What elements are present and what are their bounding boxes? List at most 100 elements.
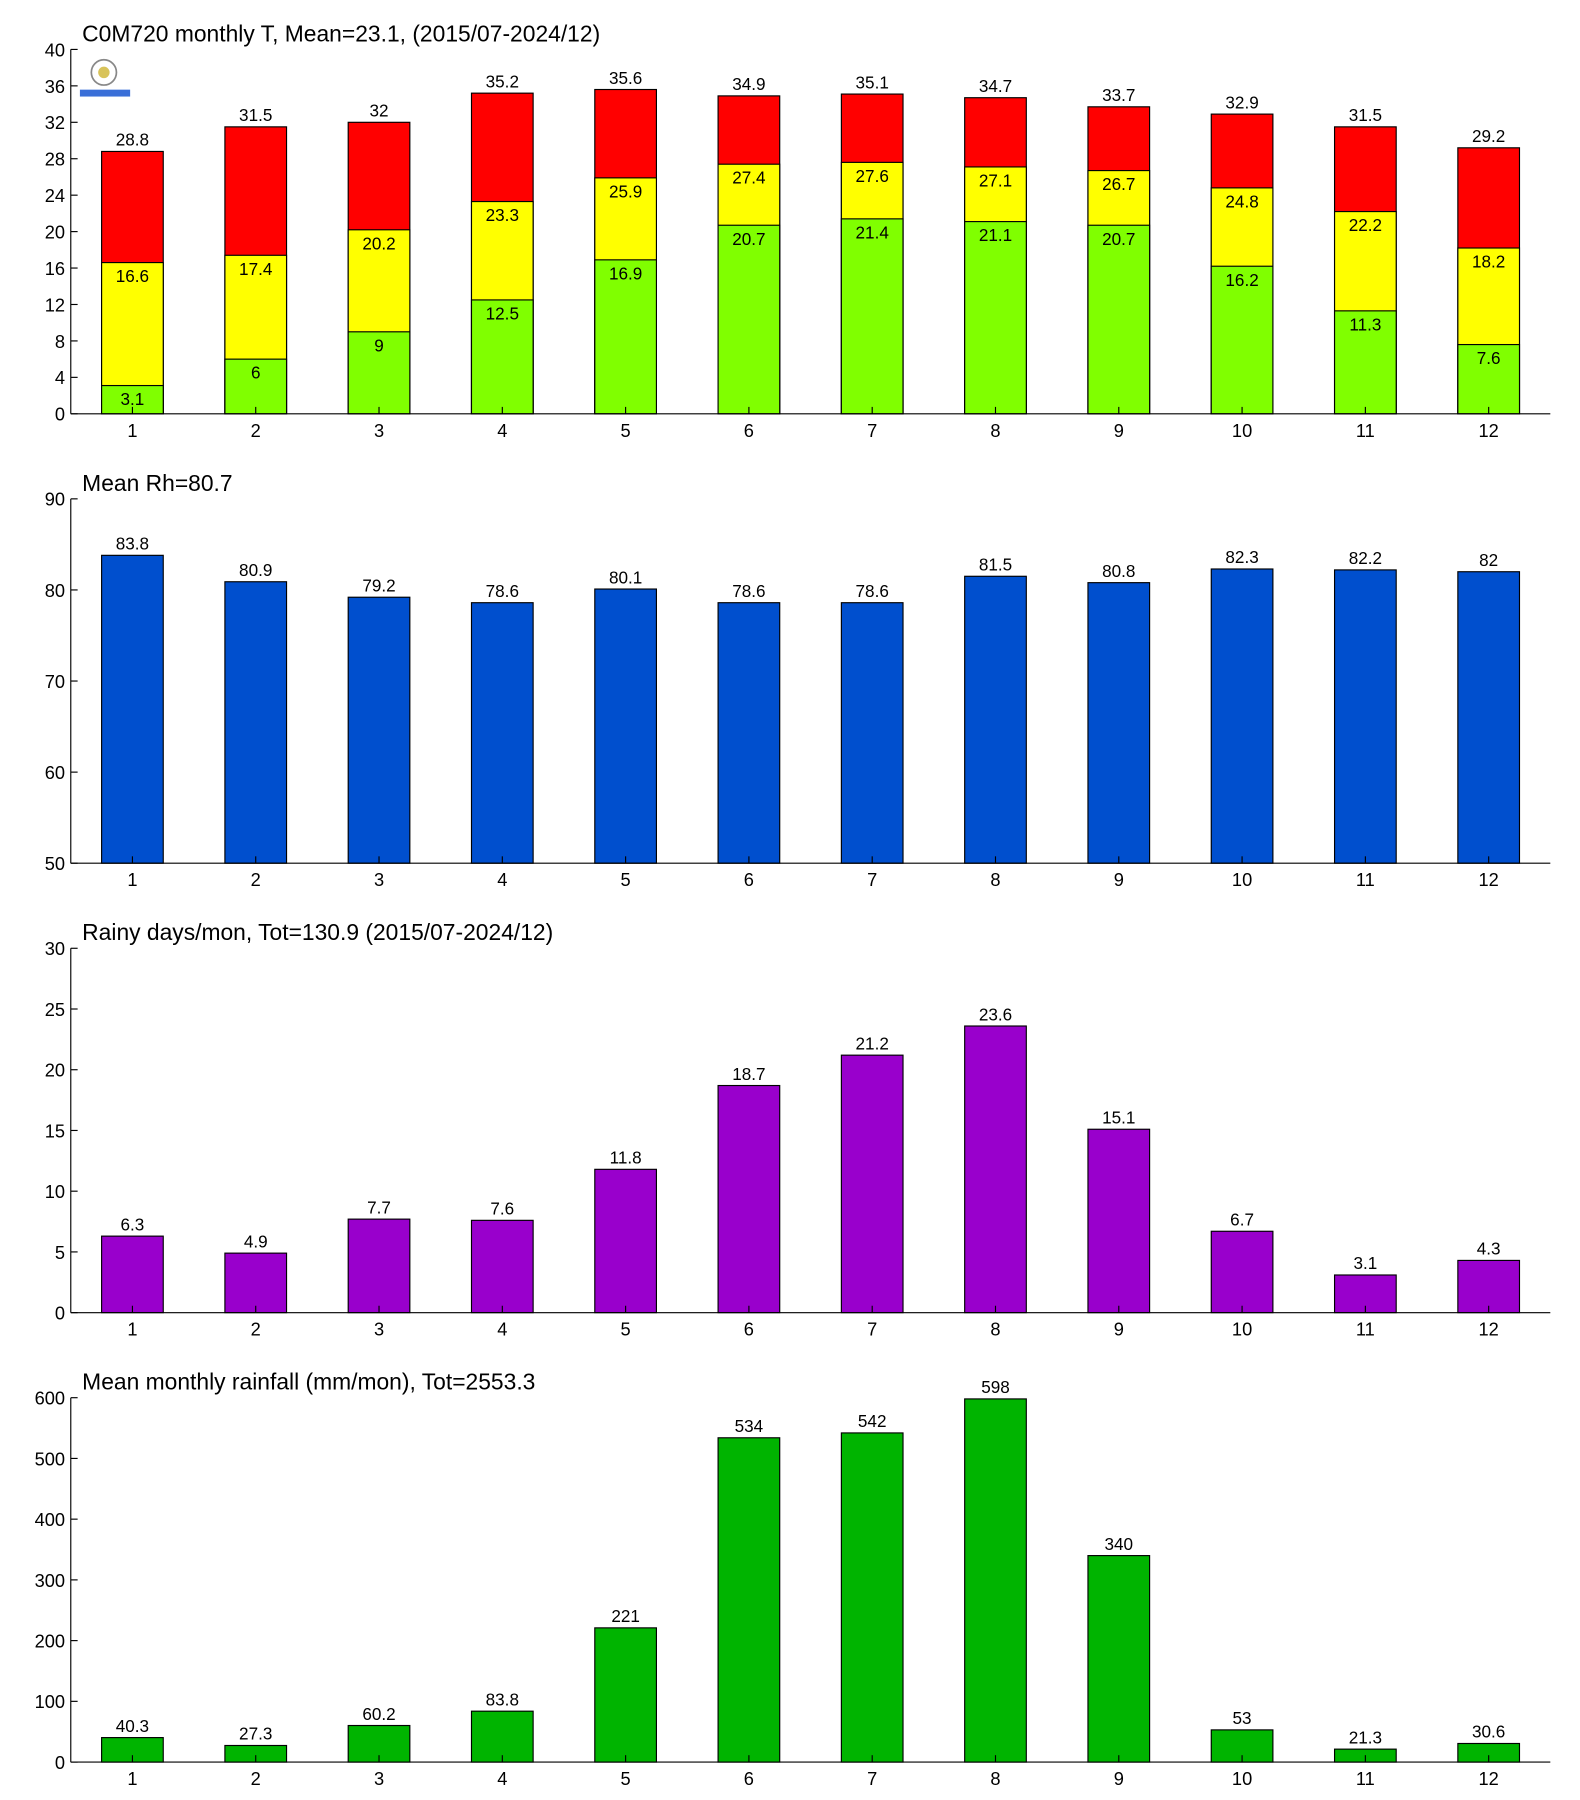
bar [1087, 1128, 1151, 1314]
value-label: 12.5 [486, 303, 519, 323]
x-tick-label: 4 [497, 869, 507, 890]
bar [470, 1710, 534, 1763]
bar [470, 1219, 534, 1314]
x-tick-label: 9 [1114, 869, 1124, 890]
value-label: 7.6 [1477, 348, 1501, 368]
x-tick-label: 6 [744, 1768, 754, 1789]
value-label: 25.9 [609, 181, 642, 201]
x-tick-label: 6 [744, 420, 754, 441]
value-label: 21.4 [856, 222, 890, 242]
x-tick-label: 8 [990, 869, 1000, 890]
value-label: 18.2 [1472, 251, 1505, 271]
y-tick-label: 20 [45, 221, 65, 242]
x-tick-label: 3 [374, 1319, 384, 1340]
y-tick-label: 8 [55, 331, 65, 352]
y-tick-label: 500 [35, 1448, 65, 1469]
value-label: 20.7 [732, 229, 765, 249]
y-tick-label: 25 [45, 999, 65, 1020]
value-label: 22.2 [1349, 215, 1382, 235]
y-tick-label: 16 [45, 258, 65, 279]
x-tick-label: 3 [374, 1768, 384, 1789]
y-tick-label: 0 [55, 404, 65, 425]
value-label: 6 [251, 363, 261, 383]
x-tick-label: 11 [1356, 869, 1375, 890]
value-label: 53 [1233, 1708, 1252, 1728]
x-tick-label: 2 [251, 1319, 261, 1340]
y-tick-label: 12 [45, 294, 65, 315]
x-tick-label: 8 [990, 1768, 1000, 1789]
value-label: 82.3 [1225, 547, 1258, 567]
value-label: 82 [1479, 550, 1498, 570]
y-tick-label: 50 [45, 853, 65, 874]
y-tick-label: 90 [45, 489, 65, 510]
value-label: 9 [374, 335, 384, 355]
x-tick-label: 9 [1114, 1319, 1124, 1340]
x-tick-label: 8 [990, 1319, 1000, 1340]
bar [594, 1627, 658, 1763]
value-label: 18.7 [732, 1064, 765, 1084]
value-label: 80.1 [609, 567, 642, 587]
x-tick-label: 7 [867, 1319, 877, 1340]
logo [79, 58, 131, 97]
value-label: 340 [1105, 1534, 1134, 1554]
chart-title: C0M720 monthly T, Mean=23.1, (2015/07-20… [82, 20, 600, 46]
value-label: 21.3 [1349, 1727, 1382, 1747]
value-label: 27.6 [856, 166, 889, 186]
bar [1333, 310, 1397, 415]
bar [1210, 1230, 1274, 1314]
bar [840, 1432, 904, 1763]
bar [1210, 265, 1274, 415]
x-tick-label: 10 [1232, 1319, 1252, 1340]
x-tick-label: 5 [621, 1319, 631, 1340]
value-label: 31.5 [239, 105, 272, 125]
value-label: 29.2 [1472, 126, 1505, 146]
value-label: 27.4 [732, 168, 766, 188]
value-label: 7.6 [490, 1199, 514, 1219]
x-tick-label: 4 [497, 1768, 507, 1789]
bar [1457, 343, 1521, 415]
x-tick-label: 9 [1114, 420, 1124, 441]
value-label: 21.2 [856, 1033, 889, 1053]
value-label: 221 [611, 1606, 640, 1626]
y-tick-label: 200 [35, 1630, 65, 1651]
x-tick-label: 6 [744, 869, 754, 890]
bar [1457, 571, 1521, 864]
y-tick-label: 5 [55, 1242, 65, 1263]
x-tick-label: 1 [127, 420, 137, 441]
value-label: 23.3 [486, 205, 519, 225]
value-label: 31.5 [1349, 105, 1382, 125]
bar [964, 221, 1027, 415]
value-label: 7.7 [367, 1197, 391, 1217]
x-tick-label: 2 [251, 1768, 261, 1789]
bar [1087, 582, 1151, 864]
value-label: 35.6 [609, 68, 642, 88]
y-tick-label: 4 [55, 367, 65, 388]
bar [1333, 569, 1397, 864]
x-tick-label: 10 [1232, 420, 1252, 441]
x-tick-label: 4 [497, 420, 507, 441]
value-label: 28.8 [116, 130, 149, 150]
x-tick-label: 7 [867, 1768, 877, 1789]
value-label: 83.8 [116, 534, 149, 554]
bar [224, 358, 288, 415]
x-tick-label: 5 [621, 869, 631, 890]
value-label: 30.6 [1472, 1722, 1505, 1742]
y-tick-label: 15 [45, 1120, 65, 1141]
bar [594, 1168, 658, 1314]
value-label: 26.7 [1102, 174, 1135, 194]
value-label: 83.8 [486, 1689, 519, 1709]
bar [594, 259, 658, 415]
bar [1087, 1555, 1151, 1763]
bar [224, 1252, 288, 1314]
value-label: 40.3 [116, 1716, 149, 1736]
value-label: 60.2 [362, 1704, 395, 1724]
x-tick-label: 6 [744, 1319, 754, 1340]
y-tick-label: 32 [45, 112, 65, 133]
value-label: 17.4 [239, 259, 273, 279]
value-label: 82.2 [1349, 548, 1382, 568]
x-tick-label: 3 [374, 420, 384, 441]
x-tick-label: 7 [867, 869, 877, 890]
value-label: 534 [735, 1416, 764, 1436]
x-tick-label: 7 [867, 420, 877, 441]
